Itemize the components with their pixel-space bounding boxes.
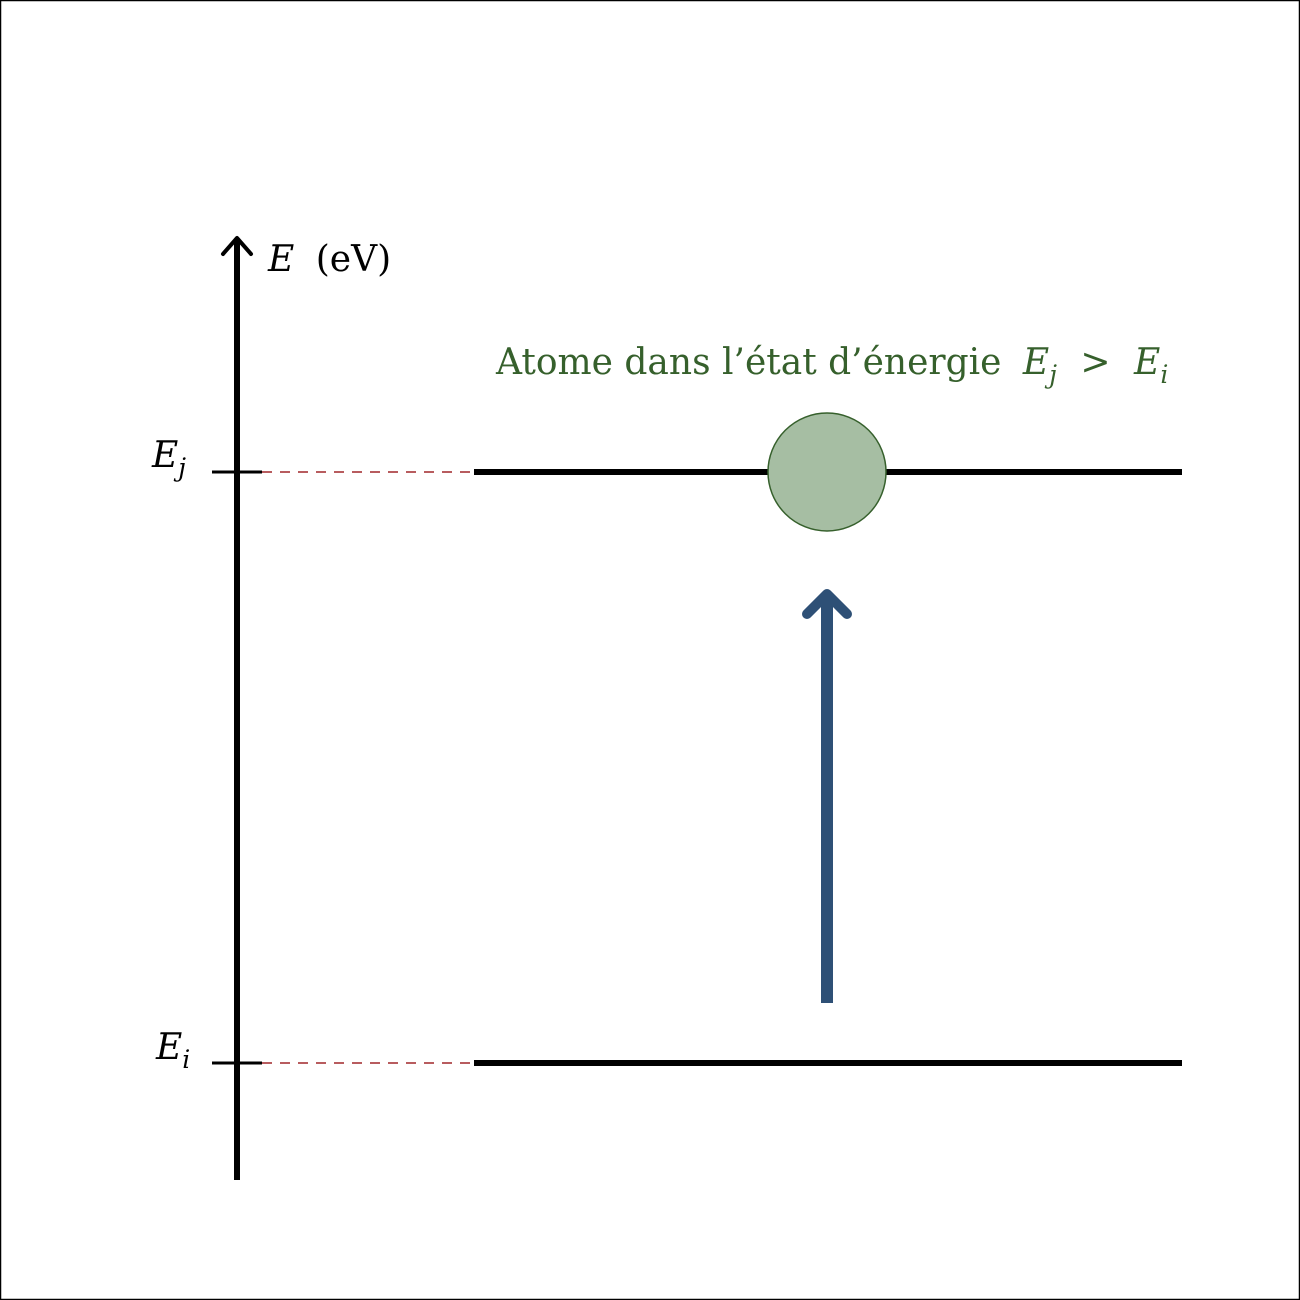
axis-label: E (eV)	[267, 239, 391, 280]
energy-axis-arrowhead	[221, 236, 253, 256]
atom-caption: Atome dans l’état d’énergie Ej > Ei	[495, 342, 1168, 392]
atom-circle	[767, 412, 887, 532]
upper-level-label: Ej	[151, 435, 186, 482]
excitation-arrow-head	[802, 589, 852, 619]
lower-level-label: Ei	[155, 1027, 190, 1074]
